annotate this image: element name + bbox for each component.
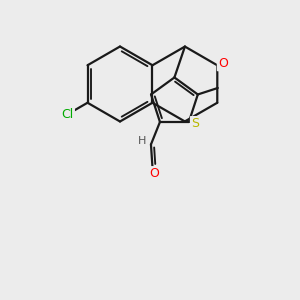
- Text: H: H: [138, 136, 146, 146]
- Text: O: O: [218, 57, 228, 70]
- Text: Cl: Cl: [62, 108, 74, 121]
- Text: O: O: [149, 167, 159, 180]
- Text: S: S: [191, 117, 199, 130]
